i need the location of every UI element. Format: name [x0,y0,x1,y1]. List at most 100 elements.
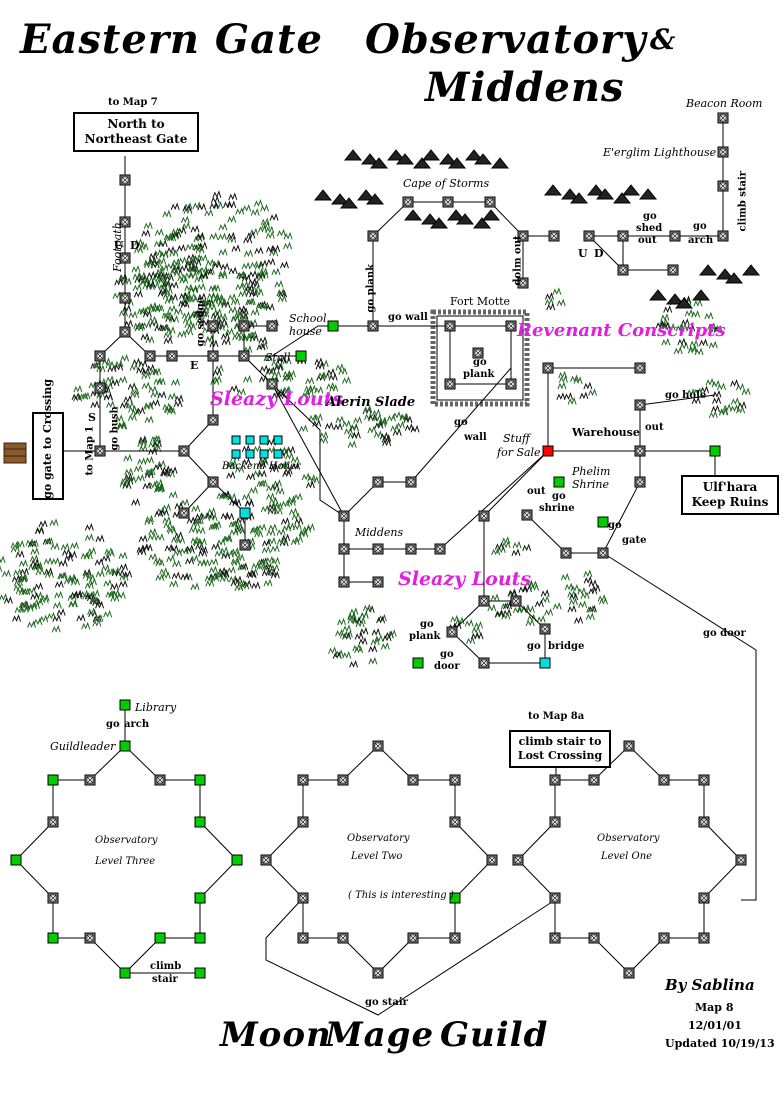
room-o1i[interactable] [735,854,747,866]
room-o3e[interactable] [194,816,206,828]
room-o1l[interactable] [549,932,561,944]
room-backend-holler[interactable] [245,449,255,459]
room-o2o[interactable] [449,932,461,944]
room-f4[interactable] [238,350,250,362]
room-wh6[interactable] [560,547,572,559]
room-o1j[interactable] [549,892,561,904]
room-s3[interactable] [446,626,458,638]
room-o1o[interactable] [698,932,710,944]
room-f8[interactable] [266,378,278,390]
room-backend-holler[interactable] [231,435,241,445]
room-m9[interactable] [372,576,384,588]
room-stall[interactable] [295,350,307,362]
room-o3p[interactable] [194,967,206,979]
room-cape1[interactable] [367,230,379,242]
room-s5[interactable] [478,657,490,669]
room-o1m[interactable] [588,932,600,944]
room-backend-holler[interactable] [231,449,241,459]
room-o3h[interactable] [231,854,243,866]
room-o3l[interactable] [84,932,96,944]
room-o2i[interactable] [486,854,498,866]
room-o1e[interactable] [698,774,710,786]
room-gl[interactable] [119,740,131,752]
room-e6[interactable] [717,146,729,158]
room-e7[interactable] [717,112,729,124]
room-f1[interactable] [144,350,156,362]
room-o3g[interactable] [10,854,22,866]
room-wh5[interactable] [597,547,609,559]
room-o2a[interactable] [372,740,384,752]
room-s2[interactable] [510,595,522,607]
room-o1a[interactable] [623,740,635,752]
exit-north-northeast-gate[interactable]: North to Northeast Gate [73,112,199,152]
room-f5[interactable] [238,320,250,332]
room-m6[interactable] [372,543,384,555]
room-e9[interactable] [667,264,679,276]
exit-crossing-box[interactable]: go gate to Crossing [32,379,64,500]
room-wh1[interactable] [634,445,646,457]
room-j3[interactable] [207,476,219,488]
room-fm2[interactable] [505,320,517,332]
room-o2e[interactable] [449,774,461,786]
room-o1b[interactable] [588,774,600,786]
room-j5[interactable] [239,507,251,519]
room-n5[interactable] [119,326,131,338]
room-o2b[interactable] [337,774,349,786]
room-wh7[interactable] [521,509,533,521]
room-j1[interactable] [178,445,190,457]
room-shrine2[interactable] [597,516,609,528]
room-m10[interactable] [478,510,490,522]
room-o1p[interactable] [623,967,635,979]
room-w2[interactable] [94,382,106,394]
exit-lost-crossing[interactable]: climb stair to Lost Crossing [509,730,611,768]
room-cape5[interactable] [517,230,529,242]
room-shrine[interactable] [553,476,565,488]
room-cape2[interactable] [402,196,414,208]
room-o3c[interactable] [47,816,59,828]
room-e5[interactable] [717,180,729,192]
room-fm5[interactable] [444,378,456,390]
room-w3[interactable] [94,445,106,457]
room-backend-holler[interactable] [259,435,269,445]
room-wh3[interactable] [709,445,721,457]
room-fm3[interactable] [472,347,484,359]
room-f3[interactable] [207,350,219,362]
room-f2[interactable] [166,350,178,362]
room-w1[interactable] [94,350,106,362]
room-backend-holler[interactable] [259,449,269,459]
room-n4[interactable] [119,292,131,304]
room-e2[interactable] [617,230,629,242]
room-n3[interactable] [119,252,131,264]
room-backend-holler[interactable] [273,435,283,445]
room-o2h[interactable] [260,854,272,866]
room-m7[interactable] [405,543,417,555]
room-o3k[interactable] [47,932,59,944]
room-e3[interactable] [669,230,681,242]
room-cape6[interactable] [548,230,560,242]
room-o1d[interactable] [549,774,561,786]
room-o3d[interactable] [194,774,206,786]
room-s6[interactable] [539,657,551,669]
room-o2g[interactable] [449,816,461,828]
room-o3b[interactable] [154,774,166,786]
room-o3f[interactable] [47,774,59,786]
room-cape4[interactable] [484,196,496,208]
room-o2k[interactable] [449,892,461,904]
room-m1[interactable] [372,476,384,488]
room-o2j[interactable] [297,892,309,904]
room-m8[interactable] [434,543,446,555]
room-o2d[interactable] [297,774,309,786]
room-j4[interactable] [178,507,190,519]
room-s1[interactable] [478,595,490,607]
room-j6[interactable] [239,539,251,551]
room-lib[interactable] [119,699,131,711]
room-s7[interactable] [412,657,424,669]
room-dolm[interactable] [517,277,529,289]
room-f6[interactable] [266,320,278,332]
room-o3i[interactable] [47,892,59,904]
room-m5[interactable] [338,576,350,588]
room-gate1[interactable] [367,320,379,332]
room-o1h[interactable] [512,854,524,866]
room-o3n[interactable] [194,932,206,944]
room-m3[interactable] [338,510,350,522]
